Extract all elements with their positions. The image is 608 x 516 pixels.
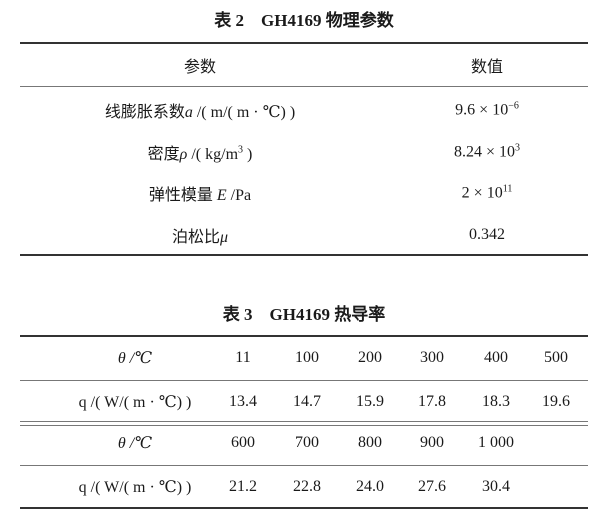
param-unit: /Pa xyxy=(226,187,252,204)
table3-double-rule-b xyxy=(20,425,588,426)
param-unit: /( m/( m · ℃) ) xyxy=(192,104,296,121)
param-unit: /( kg/m xyxy=(187,146,239,163)
table3-bottom-rule xyxy=(20,507,588,509)
param-cell: 线膨胀系数a /( m/( m · ℃) ) xyxy=(105,98,295,122)
q-label: q /( W/( m · ℃) ) xyxy=(78,394,192,411)
value-exponent: −6 xyxy=(508,100,519,112)
value-base: 0.342 xyxy=(469,226,505,243)
param-symbol: ρ xyxy=(179,146,188,163)
theta-value: 600 xyxy=(231,434,255,451)
q-value: 27.6 xyxy=(418,478,446,495)
param-name: 密度 xyxy=(147,146,180,163)
theta-value: 700 xyxy=(295,434,319,451)
q-value: 19.6 xyxy=(542,393,570,410)
param-name: 弹性模量 xyxy=(148,187,217,204)
param-cell: 弹性模量 E /Pa xyxy=(149,181,251,205)
param-cell: 密度ρ /( kg/m3 ) xyxy=(148,140,253,164)
q-label: q /( W/( m · ℃) ) xyxy=(78,479,192,496)
q-value: 22.8 xyxy=(293,478,321,495)
q-value: 30.4 xyxy=(482,478,510,495)
q-value: 14.7 xyxy=(293,393,321,410)
param-unit-end: ) xyxy=(243,146,253,163)
theta-value: 800 xyxy=(358,434,382,451)
theta-value: 200 xyxy=(358,349,382,366)
table2-caption: 表 2 GH4169 物理参数 xyxy=(214,11,394,30)
value-cell: 2 × 1011 xyxy=(462,183,513,202)
q-value: 18.3 xyxy=(482,393,510,410)
param-symbol: E xyxy=(216,187,227,204)
value-base: 2 × 10 xyxy=(461,184,503,202)
value-cell: 0.342 xyxy=(469,226,505,244)
theta-label: θ /℃ xyxy=(118,348,152,368)
theta-value: 1 000 xyxy=(478,434,514,451)
q-value: 17.8 xyxy=(418,393,446,410)
theta-value: 11 xyxy=(235,349,251,366)
table2-header-rule xyxy=(20,86,588,87)
value-base: 8.24 × 10 xyxy=(453,143,516,161)
table2-header-param: 参数 xyxy=(183,59,217,76)
q-value: 24.0 xyxy=(356,478,384,495)
param-name: 线膨胀系数 xyxy=(104,104,185,121)
table2-header-value: 数值 xyxy=(470,59,504,76)
value-base: 9.6 × 10 xyxy=(455,101,509,119)
value-cell: 8.24 × 103 xyxy=(454,142,520,161)
table3-caption: 表 3 GH4169 热导率 xyxy=(222,305,386,324)
param-name: 泊松比 xyxy=(171,229,220,246)
table3-rule xyxy=(20,465,588,466)
theta-label-text: θ /℃ xyxy=(117,435,153,452)
table3-double-rule-a xyxy=(20,421,588,422)
theta-label: θ /℃ xyxy=(118,433,152,453)
param-cell: 泊松比μ xyxy=(172,223,228,247)
table2-bottom-rule xyxy=(20,254,588,256)
theta-label-text: θ /℃ xyxy=(117,350,153,367)
theta-value: 900 xyxy=(420,434,444,451)
value-exponent: 11 xyxy=(502,183,513,195)
table2-top-rule xyxy=(20,42,588,44)
q-value: 13.4 xyxy=(229,393,257,410)
theta-value: 100 xyxy=(295,349,319,366)
param-symbol: a xyxy=(184,104,193,121)
table3-rule xyxy=(20,380,588,381)
value-exponent: 3 xyxy=(515,142,521,154)
theta-value: 300 xyxy=(420,349,444,366)
table3-top-rule xyxy=(20,335,588,337)
unit-exponent: 3 xyxy=(238,144,244,156)
q-value: 15.9 xyxy=(356,393,384,410)
param-symbol: μ xyxy=(219,229,229,246)
theta-value: 500 xyxy=(544,349,568,366)
value-cell: 9.6 × 10−6 xyxy=(455,100,519,119)
theta-value: 400 xyxy=(484,349,508,366)
q-value: 21.2 xyxy=(229,478,257,495)
